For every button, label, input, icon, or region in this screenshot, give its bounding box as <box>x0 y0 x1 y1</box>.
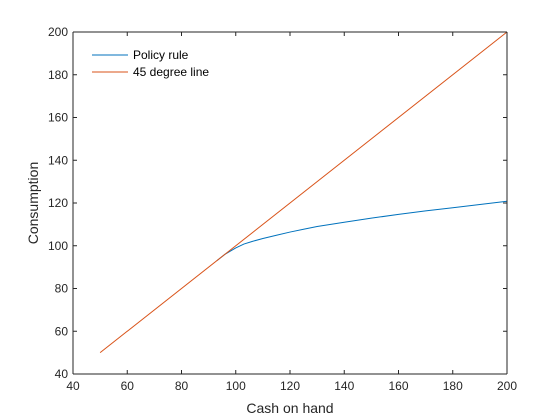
y-tick-label: 80 <box>55 282 69 296</box>
y-axis-label: Consumption <box>25 162 41 245</box>
x-tick-label: 60 <box>121 379 135 393</box>
x-tick-label: 120 <box>280 379 300 393</box>
y-tick-label: 200 <box>48 25 68 39</box>
y-tick-label: 120 <box>48 196 68 210</box>
x-tick-label: 160 <box>388 379 408 393</box>
legend: Policy rule 45 degree line <box>92 48 209 79</box>
legend-entry-policy-rule: Policy rule <box>133 48 189 62</box>
x-tick-label: 200 <box>497 379 517 393</box>
legend-entry-45-degree-line: 45 degree line <box>133 65 209 79</box>
y-tick-label: 40 <box>55 367 69 381</box>
y-tick-label: 60 <box>55 324 69 338</box>
series-line-policy-rule <box>216 200 508 262</box>
y-tick-label: 180 <box>48 68 68 82</box>
x-tick-label: 140 <box>334 379 354 393</box>
y-tick-label: 140 <box>48 153 68 167</box>
x-axis-label: Cash on hand <box>246 400 333 416</box>
y-tick-label: 100 <box>48 239 68 253</box>
y-tick-label: 160 <box>48 111 68 125</box>
x-tick-label: 80 <box>175 379 189 393</box>
x-tick-label: 100 <box>226 379 246 393</box>
tick-labels: 40 60 80 100 120 140 160 180 200 40 60 80 100 120 140 1… <box>48 25 517 393</box>
x-tick-label: 40 <box>66 379 80 393</box>
x-tick-label: 180 <box>443 379 463 393</box>
series-layer <box>99 31 508 354</box>
tick-marks <box>72 31 508 375</box>
series-line-45-degree-line <box>99 31 508 354</box>
